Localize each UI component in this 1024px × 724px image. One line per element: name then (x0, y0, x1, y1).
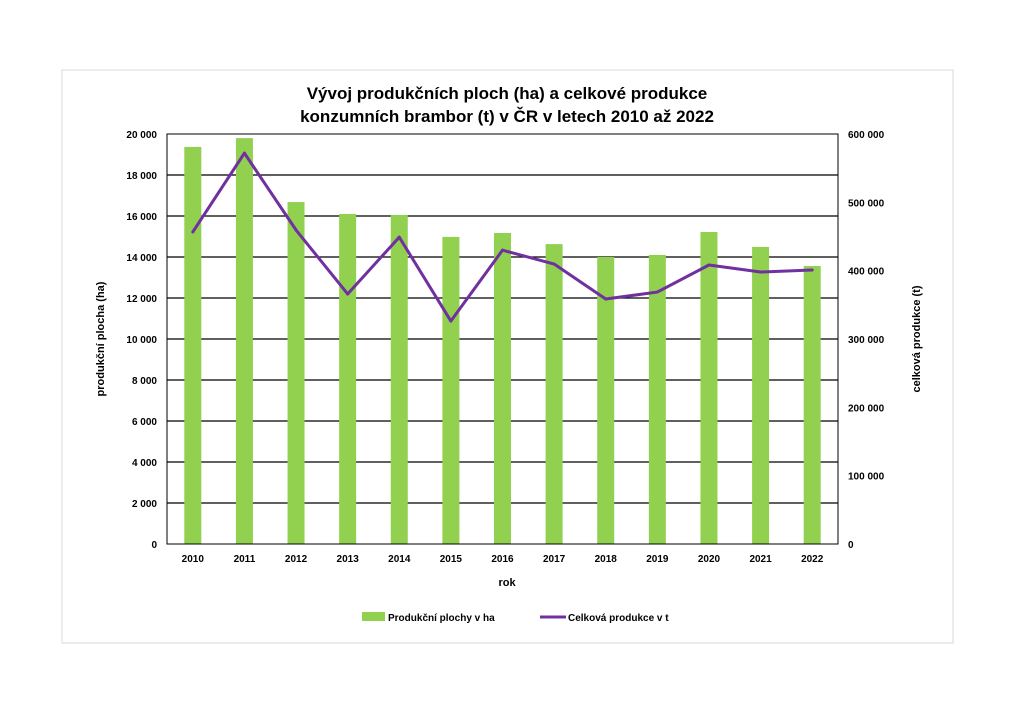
y-tick-label: 0 (151, 540, 157, 551)
y-axis-title: produkční plocha (ha) (95, 281, 107, 396)
x-tick-label: 2017 (543, 554, 566, 565)
legend-swatch-bar (362, 612, 385, 621)
chart-title-line-1: Vývoj produkčních ploch (ha) a celkové p… (307, 84, 708, 103)
bar-2020 (700, 231, 718, 545)
y-tick-label: 10 000 (126, 335, 157, 346)
bar-2016 (494, 233, 511, 544)
x-tick-label: 2013 (337, 554, 360, 565)
line-point-2021 (759, 270, 763, 274)
bar-2012 (287, 202, 305, 544)
line-point-2017 (552, 262, 556, 266)
x-axis-title: rok (498, 577, 516, 589)
bar-2011 (235, 138, 253, 544)
y2-tick-label: 0 (848, 540, 854, 551)
bar-2013 (339, 213, 357, 544)
x-tick-label: 2011 (234, 554, 256, 565)
legend: Produkční plochy v ha Celková produkce v… (362, 612, 669, 624)
x-tick-label: 2021 (749, 554, 772, 565)
y-tick-label: 2 000 (132, 499, 157, 510)
bar-2015 (442, 236, 460, 544)
y-tick-label: 4 000 (132, 458, 157, 469)
y-tick-label: 20 000 (126, 130, 157, 141)
line-point-2014 (397, 235, 401, 239)
line-point-2020 (707, 263, 711, 267)
line-point-2022 (810, 268, 814, 272)
line-point-2016 (501, 248, 504, 252)
bar-2021 (752, 246, 770, 544)
y2-tick-label: 400 000 (848, 267, 885, 278)
legend-label-line: Celková produkce v t (568, 613, 669, 624)
y2-tick-label: 200 000 (848, 403, 885, 414)
x-tick-label: 2014 (388, 554, 411, 565)
x-tick-label: 2022 (801, 554, 824, 565)
bar-2017 (545, 244, 563, 544)
legend-label-bar: Produkční plochy v ha (388, 613, 495, 624)
y2-tick-label: 600 000 (848, 130, 885, 141)
y-tick-label: 8 000 (132, 376, 157, 387)
line-point-2019 (655, 290, 659, 294)
y2-tick-label: 300 000 (848, 335, 885, 346)
line-point-2013 (346, 292, 350, 296)
y-tick-label: 12 000 (126, 294, 157, 305)
x-tick-label: 2016 (491, 554, 514, 565)
y-tick-label: 6 000 (132, 417, 157, 428)
y-tick-label: 18 000 (126, 171, 157, 182)
line-point-2012 (294, 228, 298, 232)
x-tick-label: 2015 (440, 554, 463, 565)
x-tick-label: 2012 (285, 554, 308, 565)
line-point-2011 (242, 151, 246, 155)
x-tick-label: 2010 (182, 554, 205, 565)
bar-2014 (390, 214, 408, 544)
y2-tick-label: 500 000 (848, 198, 885, 209)
y-tick-label: 14 000 (126, 253, 157, 264)
x-tick-label: 2019 (646, 554, 669, 565)
bar-2018 (597, 257, 615, 544)
plot-area-border (166, 133, 839, 545)
y2-axis-title: celková produkce (t) (911, 285, 923, 392)
line-point-2010 (191, 230, 195, 234)
line-point-2018 (604, 297, 608, 301)
x-tick-label: 2020 (698, 554, 721, 565)
bar-2022 (803, 266, 821, 544)
line-point-2015 (449, 319, 453, 323)
bar-2019 (648, 254, 666, 544)
y-tick-label: 16 000 (126, 212, 157, 223)
x-tick-label: 2018 (595, 554, 618, 565)
chart-title-line-2: konzumních brambor (t) v ČR v letech 201… (300, 107, 714, 126)
y2-tick-label: 100 000 (848, 472, 885, 483)
bar-2010 (184, 146, 202, 545)
